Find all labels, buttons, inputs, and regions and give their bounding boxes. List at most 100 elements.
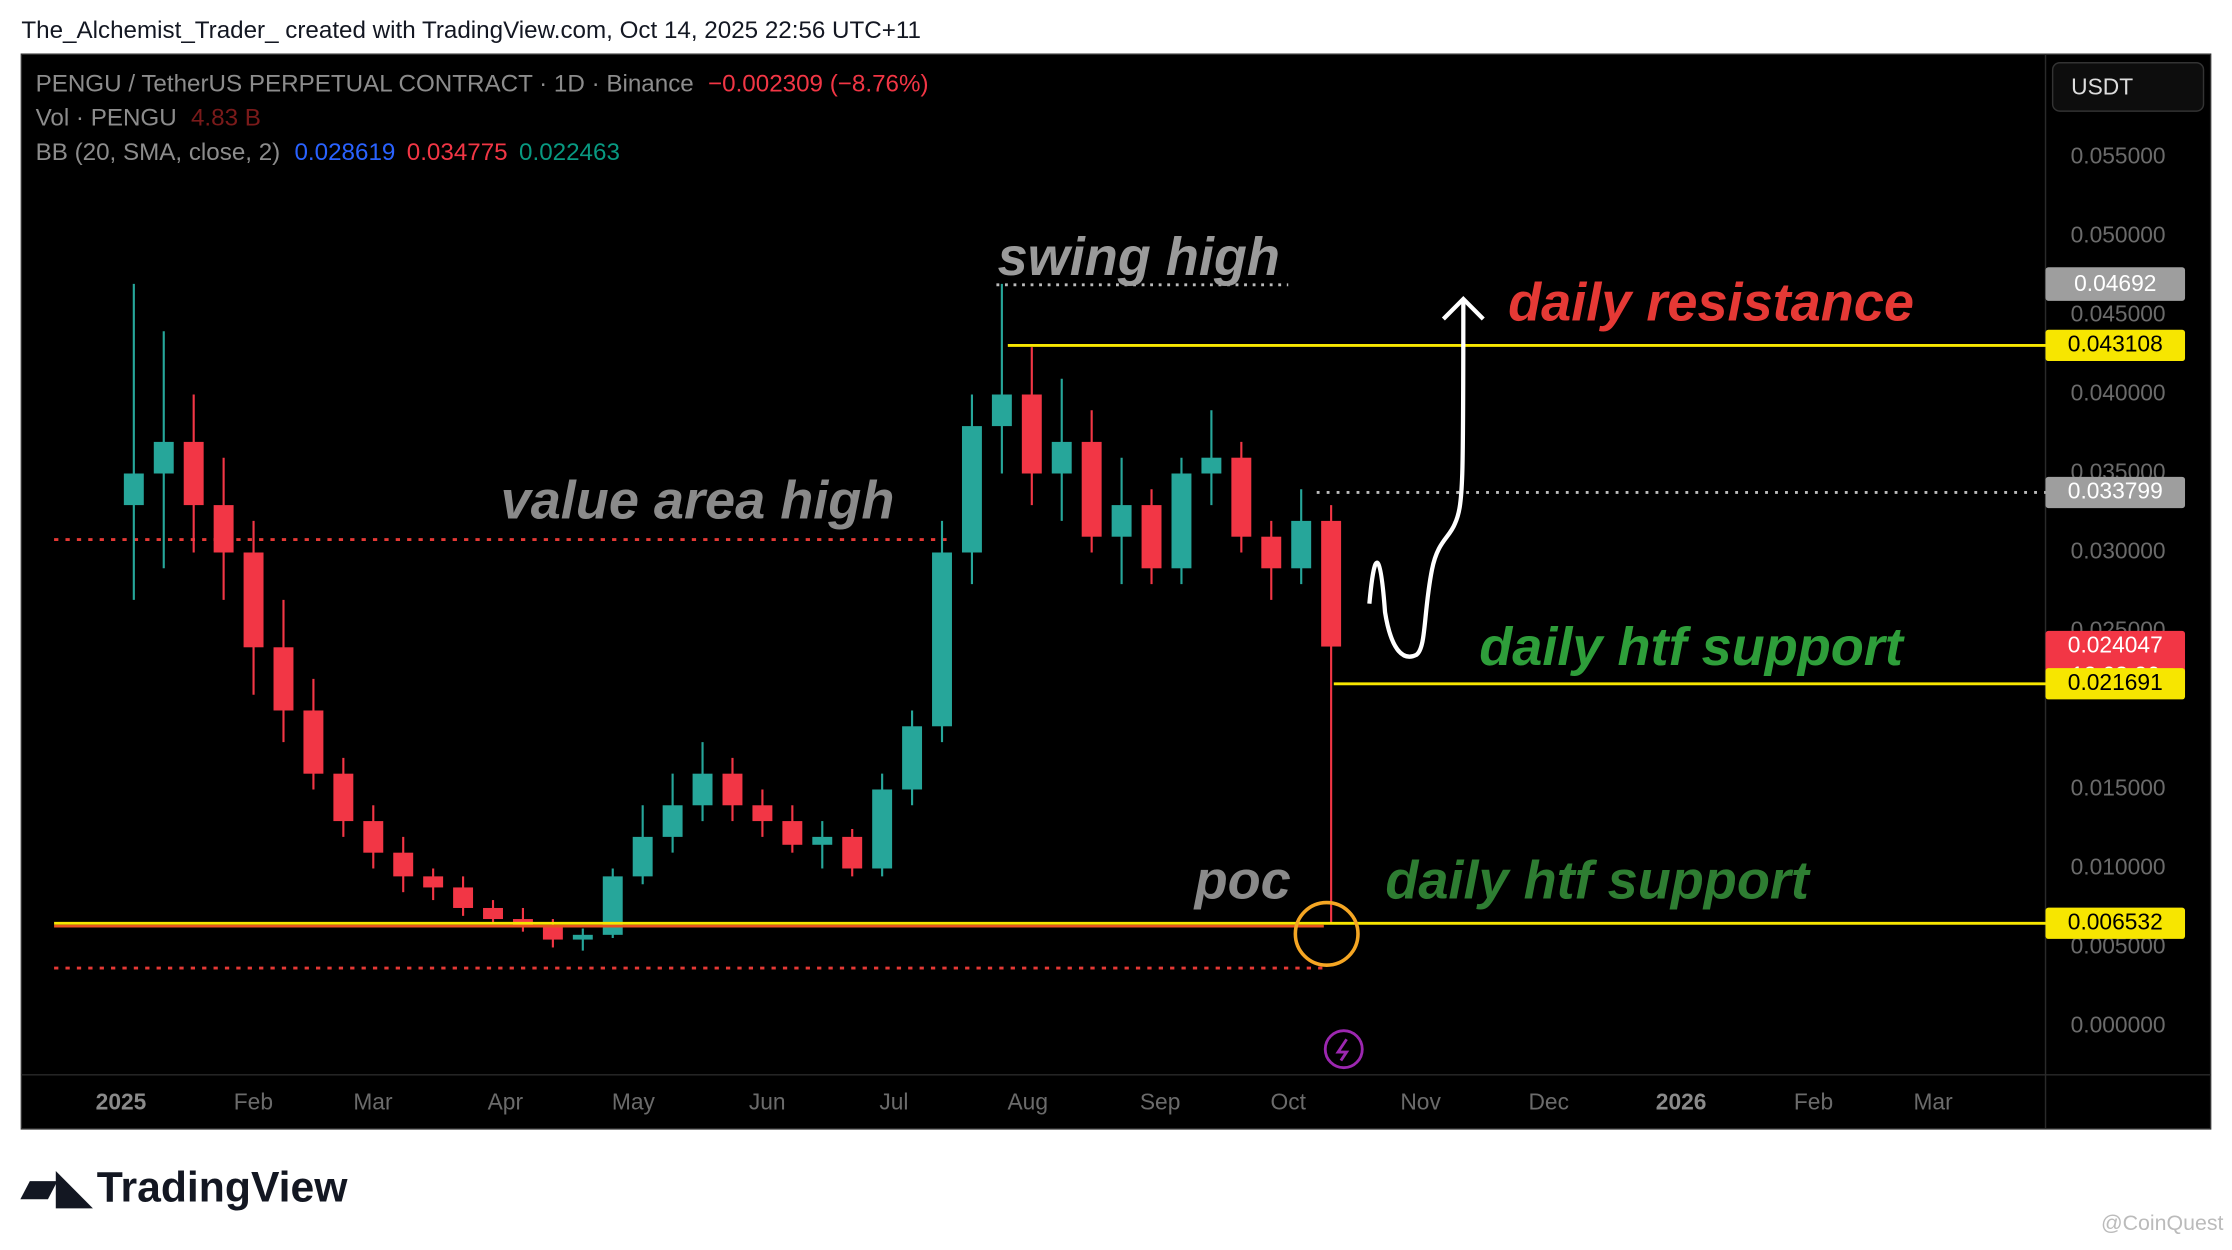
watermark: @CoinQuest xyxy=(2101,1211,2224,1235)
price-badge xyxy=(2045,668,2186,700)
bb-basis: 0.028619 xyxy=(294,139,395,166)
bb-upper: 0.034775 xyxy=(407,139,508,166)
plot: 0.0550000.0500000.0450000.0400000.035000… xyxy=(54,143,2186,1114)
vol-info: Vol · PENGU 4.83 B xyxy=(36,105,261,132)
x-tick-label: Nov xyxy=(1400,1088,1441,1114)
candle-body xyxy=(303,710,324,774)
y-tick-label: 0.045000 xyxy=(2071,301,2166,327)
candle-body xyxy=(632,836,653,877)
price-badge xyxy=(2045,907,2186,939)
logo: TradingView xyxy=(97,1163,348,1211)
y-tick-label: 0.000000 xyxy=(2071,1011,2166,1037)
price-badge-label: 0.04692 xyxy=(2074,270,2156,296)
candle-body xyxy=(183,441,204,506)
x-tick-label: Mar xyxy=(353,1088,393,1114)
candle-body xyxy=(961,426,982,553)
candle-body xyxy=(153,441,174,474)
vol-value: 4.83 B xyxy=(191,105,261,132)
candle-body xyxy=(842,836,863,869)
candle-body xyxy=(542,926,563,940)
candle-body xyxy=(932,552,952,727)
candle-body xyxy=(662,805,683,837)
chart-area xyxy=(20,53,2212,1130)
candle-body xyxy=(991,394,1012,427)
event-icon[interactable] xyxy=(1323,1029,1364,1070)
candle-body xyxy=(602,876,623,935)
candle-body xyxy=(123,473,144,506)
y-tick-label: 0.030000 xyxy=(2071,538,2166,564)
bb-lower: 0.022463 xyxy=(519,139,620,166)
candle-body xyxy=(782,821,803,845)
price-badge-label: 0.021691 xyxy=(2068,669,2163,695)
x-tick-label: Jun xyxy=(749,1088,786,1114)
price-badge xyxy=(2045,269,2186,301)
symbol-info: PENGU / TetherUS PERPETUAL CONTRACT · 1D… xyxy=(36,71,929,98)
price-badge-label: 0.043108 xyxy=(2068,330,2163,356)
candle-body xyxy=(1141,505,1162,569)
y-tick-label: 0.010000 xyxy=(2071,853,2166,879)
candle-body xyxy=(752,805,773,822)
price-badge xyxy=(2045,329,2186,362)
candle-body xyxy=(453,887,474,908)
annotation: value area high xyxy=(501,470,895,530)
x-tick-label: 2025 xyxy=(96,1088,147,1114)
y-tick-label: 0.015000 xyxy=(2071,774,2166,800)
candle-body xyxy=(1051,441,1072,474)
candle-body xyxy=(1171,473,1192,569)
candle-body xyxy=(902,726,923,790)
candle-body xyxy=(1021,394,1042,474)
poc-circle xyxy=(1293,900,1360,967)
x-tick-label: 2026 xyxy=(1656,1088,1707,1114)
candle-body xyxy=(1201,457,1222,474)
x-tick-label: Sep xyxy=(1140,1088,1181,1114)
candle-body xyxy=(572,934,593,940)
candle-body xyxy=(483,907,503,920)
event-bolt xyxy=(1335,1038,1350,1062)
candle-body xyxy=(1231,457,1252,537)
logo-mark: ▰◣ xyxy=(19,1161,93,1212)
candle-body xyxy=(692,773,713,806)
price-badge xyxy=(2045,476,2186,509)
candle-body xyxy=(423,876,444,888)
y-tick-label: 0.050000 xyxy=(2071,222,2166,248)
price-badge-label: 0.006532 xyxy=(2068,908,2163,934)
bb-label: BB (20, SMA, close, 2) xyxy=(36,139,281,166)
x-tick-label: Feb xyxy=(234,1088,273,1114)
annotation: daily htf support xyxy=(1479,617,1905,677)
candle-body xyxy=(243,552,264,648)
annotation: daily htf support xyxy=(1385,850,1811,910)
candle-body xyxy=(1081,441,1102,537)
candle-body xyxy=(213,505,234,553)
candle-body xyxy=(812,836,833,845)
price-badge-label: 0.024047 xyxy=(2068,632,2163,658)
annotation: daily resistance xyxy=(1508,272,1914,332)
currency[interactable]: USDT xyxy=(2071,73,2133,99)
candle-body xyxy=(393,852,414,877)
x-tick-label: May xyxy=(612,1088,656,1114)
candle-body xyxy=(333,773,354,822)
projection-arrow xyxy=(1367,296,1485,659)
x-tick-label: Dec xyxy=(1528,1088,1569,1114)
annotation: swing high xyxy=(998,227,1280,287)
candle-body xyxy=(1321,520,1342,647)
bb-info: BB (20, SMA, close, 2) 0.028619 0.034775 0.… xyxy=(36,139,620,166)
y-tick-label: 0.055000 xyxy=(2071,143,2166,169)
x-tick-label: Mar xyxy=(1913,1088,1953,1114)
x-tick-label: Oct xyxy=(1271,1088,1307,1114)
change: −0.002309 (−8.76%) xyxy=(708,71,929,98)
vol-label: Vol · PENGU xyxy=(36,105,177,132)
candle-body xyxy=(722,773,743,806)
candle-body xyxy=(872,789,893,869)
currency-box[interactable] xyxy=(2051,62,2205,112)
x-tick-label: Aug xyxy=(1007,1088,1048,1114)
price-badge-label: 0.033799 xyxy=(2068,477,2163,503)
x-tick-label: Apr xyxy=(488,1088,524,1114)
candle-body xyxy=(1111,505,1132,537)
x-tick-label: Jul xyxy=(879,1088,908,1114)
candle-body xyxy=(1291,520,1312,569)
candle-body xyxy=(363,821,384,853)
symbol: PENGU / TetherUS PERPETUAL CONTRACT · 1D… xyxy=(36,71,694,98)
y-tick-label: 0.040000 xyxy=(2071,380,2166,406)
